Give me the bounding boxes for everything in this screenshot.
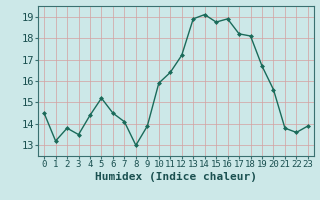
X-axis label: Humidex (Indice chaleur): Humidex (Indice chaleur) (95, 172, 257, 182)
